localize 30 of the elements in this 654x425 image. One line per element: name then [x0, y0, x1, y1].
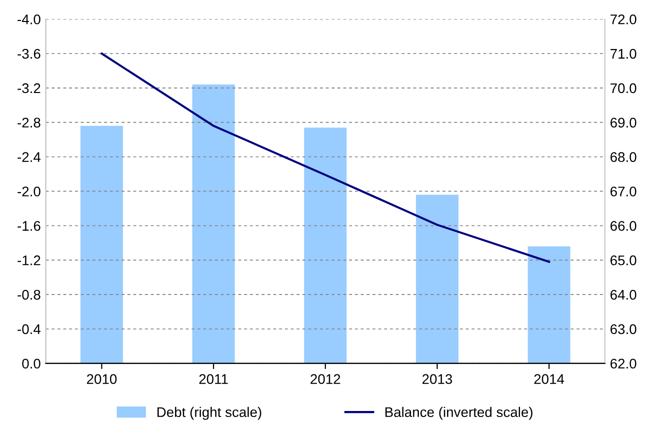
- y-tick-label: -3.6: [18, 48, 40, 59]
- y2-tick-label: 70.0: [610, 83, 636, 94]
- y2-tick-label: 72.0: [610, 14, 636, 24]
- y-tick-label: -2.4: [18, 152, 41, 162]
- legend-label: Balance (inverted scale): [385, 406, 532, 420]
- y-tick-label: -3.2: [18, 83, 40, 94]
- y2-tick-label: 65.0: [610, 255, 636, 266]
- x-tick-label: 2010: [86, 374, 117, 384]
- y-tick-label: -4.0: [18, 14, 40, 24]
- y-tick-label: -2.8: [18, 118, 40, 128]
- x-tick-label: 2013: [422, 374, 452, 384]
- x-tick-label: 2012: [310, 374, 340, 384]
- y-tick-label: -0.8: [18, 290, 40, 300]
- y2-tick-label: 64.0: [610, 290, 636, 300]
- y-tick-label: 0.0: [22, 358, 40, 369]
- y2-tick-label: 67.0: [610, 186, 636, 196]
- y2-tick-label: 62.0: [610, 358, 636, 369]
- line-series: [100, 52, 550, 263]
- y2-tick-label: 66.0: [610, 221, 636, 231]
- x-tick-label: 2011: [199, 374, 228, 384]
- x-tick-label: 2014: [534, 374, 564, 384]
- y-tick-label: -1.2: [18, 255, 40, 266]
- y2-tick-label: 68.0: [610, 152, 636, 162]
- legend-label: Debt (right scale): [157, 406, 262, 420]
- y-tick-label: -1.6: [18, 221, 40, 231]
- y-tick-label: -2.0: [18, 186, 40, 196]
- y2-tick-label: 71.0: [610, 48, 636, 59]
- y2-tick-label: 63.0: [610, 324, 636, 334]
- y-tick-label: -0.4: [18, 324, 41, 334]
- y2-tick-label: 69.0: [610, 118, 636, 128]
